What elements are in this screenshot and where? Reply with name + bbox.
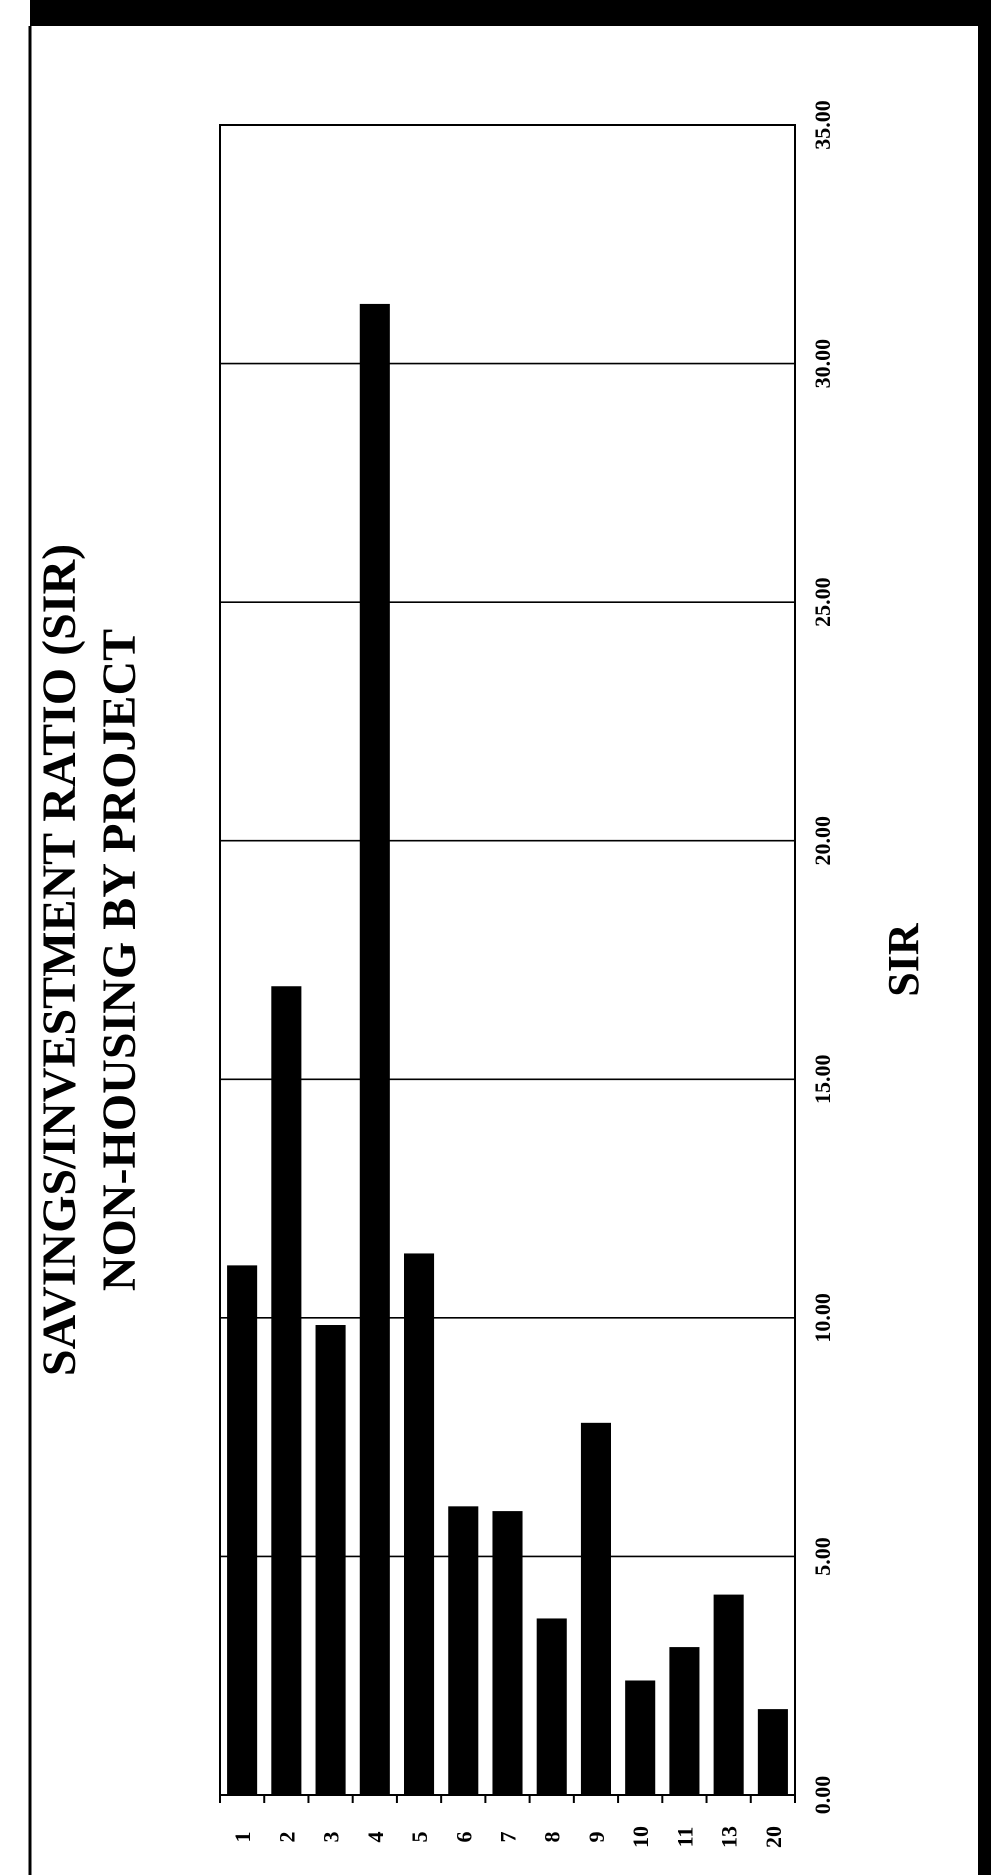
bar [536, 1618, 567, 1795]
bar [271, 986, 302, 1795]
category-label: 7 [496, 1832, 521, 1843]
right-border-band [978, 0, 991, 1875]
value-tick-label: 30.00 [810, 339, 835, 389]
category-label: 13 [717, 1826, 742, 1848]
category-label: 20 [761, 1826, 786, 1848]
chart-subtitle: NON-HOUSING BY PROJECT [93, 629, 146, 1291]
category-label: 6 [451, 1832, 476, 1843]
category-label: 11 [672, 1827, 697, 1848]
category-label: 2 [274, 1832, 299, 1843]
category-labels: 1 2 3 4 5 6 7 8 9 10 11 13 20 [230, 1826, 786, 1848]
value-axis-labels: 0.00 5.00 10.00 15.00 20.00 25.00 30.00 35.00 [810, 100, 835, 1814]
category-label: 4 [363, 1832, 388, 1843]
category-label: 10 [628, 1826, 653, 1848]
value-tick-label: 10.00 [810, 1293, 835, 1343]
category-ticks [219, 1795, 796, 1803]
bar [492, 1511, 523, 1795]
bar [404, 1253, 435, 1795]
value-tick-label: 5.00 [810, 1537, 835, 1576]
category-label: 8 [540, 1832, 565, 1843]
gridlines [220, 362, 795, 1558]
value-axis-title: SIR [879, 922, 928, 997]
value-tick-label: 15.00 [810, 1055, 835, 1105]
bar [757, 1709, 788, 1795]
value-tick-label: 0.00 [810, 1776, 835, 1815]
category-label: 9 [584, 1832, 609, 1843]
bar [227, 1265, 258, 1795]
bar [669, 1647, 700, 1795]
chart-title: SAVINGS/INVESTMENT RATIO (SIR) [33, 544, 86, 1376]
value-tick-label: 20.00 [810, 816, 835, 866]
rotated-chart-group: 1 2 3 4 5 6 7 8 9 10 11 13 20 0.00 5.00 10.00 15.00 20.0… [33, 100, 928, 1848]
bar [315, 1325, 346, 1795]
bar [359, 303, 390, 1795]
bar [580, 1422, 612, 1795]
value-tick-label: 35.00 [810, 100, 835, 150]
bar [448, 1506, 479, 1795]
category-label: 5 [407, 1832, 432, 1843]
bar [713, 1594, 744, 1795]
category-label: 3 [319, 1832, 344, 1843]
value-tick-label: 25.00 [810, 577, 835, 627]
bars [227, 303, 788, 1795]
bar [625, 1680, 656, 1795]
category-label: 1 [230, 1832, 255, 1843]
top-border-band [30, 0, 991, 26]
